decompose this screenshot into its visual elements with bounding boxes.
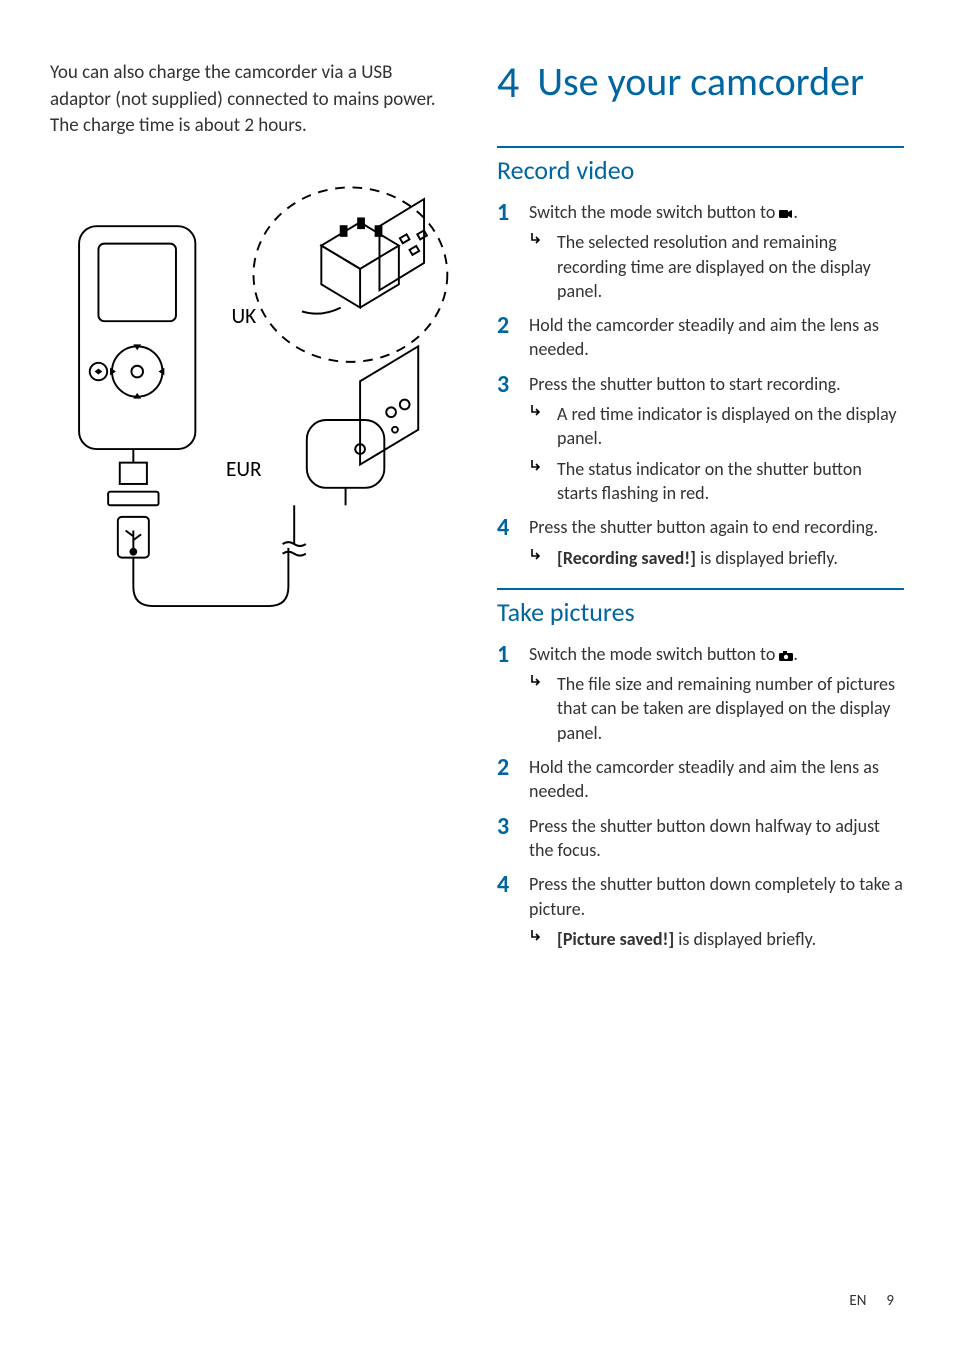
left-column: You can also charge the camcorder via a … [50,60,457,1300]
eur-label: EUR [226,456,262,482]
step-number: 3 [497,814,515,863]
sub-item: [Picture saved!] is displayed briefly. [529,927,904,951]
sub-item: The file size and remaining number of pi… [529,672,904,745]
step-number: 2 [497,755,515,804]
step: 3Press the shutter button to start recor… [497,372,904,505]
step: 1Switch the mode switch button to .The s… [497,200,904,303]
chapter-heading: 4 Use your camcorder [497,60,904,104]
sub-item: The selected resolution and remaining re… [529,230,904,303]
result-arrow-icon [529,457,547,506]
section-title: Record video [497,146,904,186]
footer-page: 9 [886,1292,894,1310]
step-body: Hold the camcorder steadily and aim the … [529,755,904,804]
step: 3 Press the shutter button down halfway t… [497,814,904,863]
step-body: Hold the camcorder steadily and aim the … [529,313,904,362]
step-number: 4 [497,872,515,951]
footer-lang: EN [849,1292,866,1310]
step-body: Switch the mode switch button to .The fi… [529,642,904,745]
step-body: Press the shutter button to start record… [529,372,904,505]
sub-item: A red time indicator is displayed on the… [529,402,904,451]
step: 1Switch the mode switch button to .The f… [497,642,904,745]
step-body: Switch the mode switch button to .The se… [529,200,904,303]
page-footer: EN 9 [849,1292,894,1310]
result-arrow-icon [529,672,547,745]
section-title: Take pictures [497,588,904,628]
chapter-title-text: Use your camcorder [537,60,864,104]
intro-paragraph: You can also charge the camcorder via a … [50,60,457,140]
result-arrow-icon [529,546,547,570]
result-arrow-icon [529,927,547,951]
right-column: 4 Use your camcorder Record video1Switch… [497,60,904,1300]
step: 4Press the shutter button down completel… [497,872,904,951]
step: 2 Hold the camcorder steadily and aim the… [497,755,904,804]
step: 2 Hold the camcorder steadily and aim the… [497,313,904,362]
charging-diagram: UK EUR [50,160,457,680]
result-arrow-icon [529,230,547,303]
step-body: Press the shutter button again to end re… [529,515,904,570]
sub-item: The status indicator on the shutter butt… [529,457,904,506]
step-number: 1 [497,200,515,303]
step-body: Press the shutter button down completely… [529,872,904,951]
step-number: 1 [497,642,515,745]
chapter-number: 4 [497,60,519,104]
result-arrow-icon [529,402,547,451]
sub-item: [Recording saved!] is displayed briefly. [529,546,904,570]
step-number: 4 [497,515,515,570]
step-body: Press the shutter button down halfway to… [529,814,904,863]
uk-label: UK [231,303,256,329]
step: 4 Press the shutter button again to end r… [497,515,904,570]
step-number: 2 [497,313,515,362]
step-number: 3 [497,372,515,505]
